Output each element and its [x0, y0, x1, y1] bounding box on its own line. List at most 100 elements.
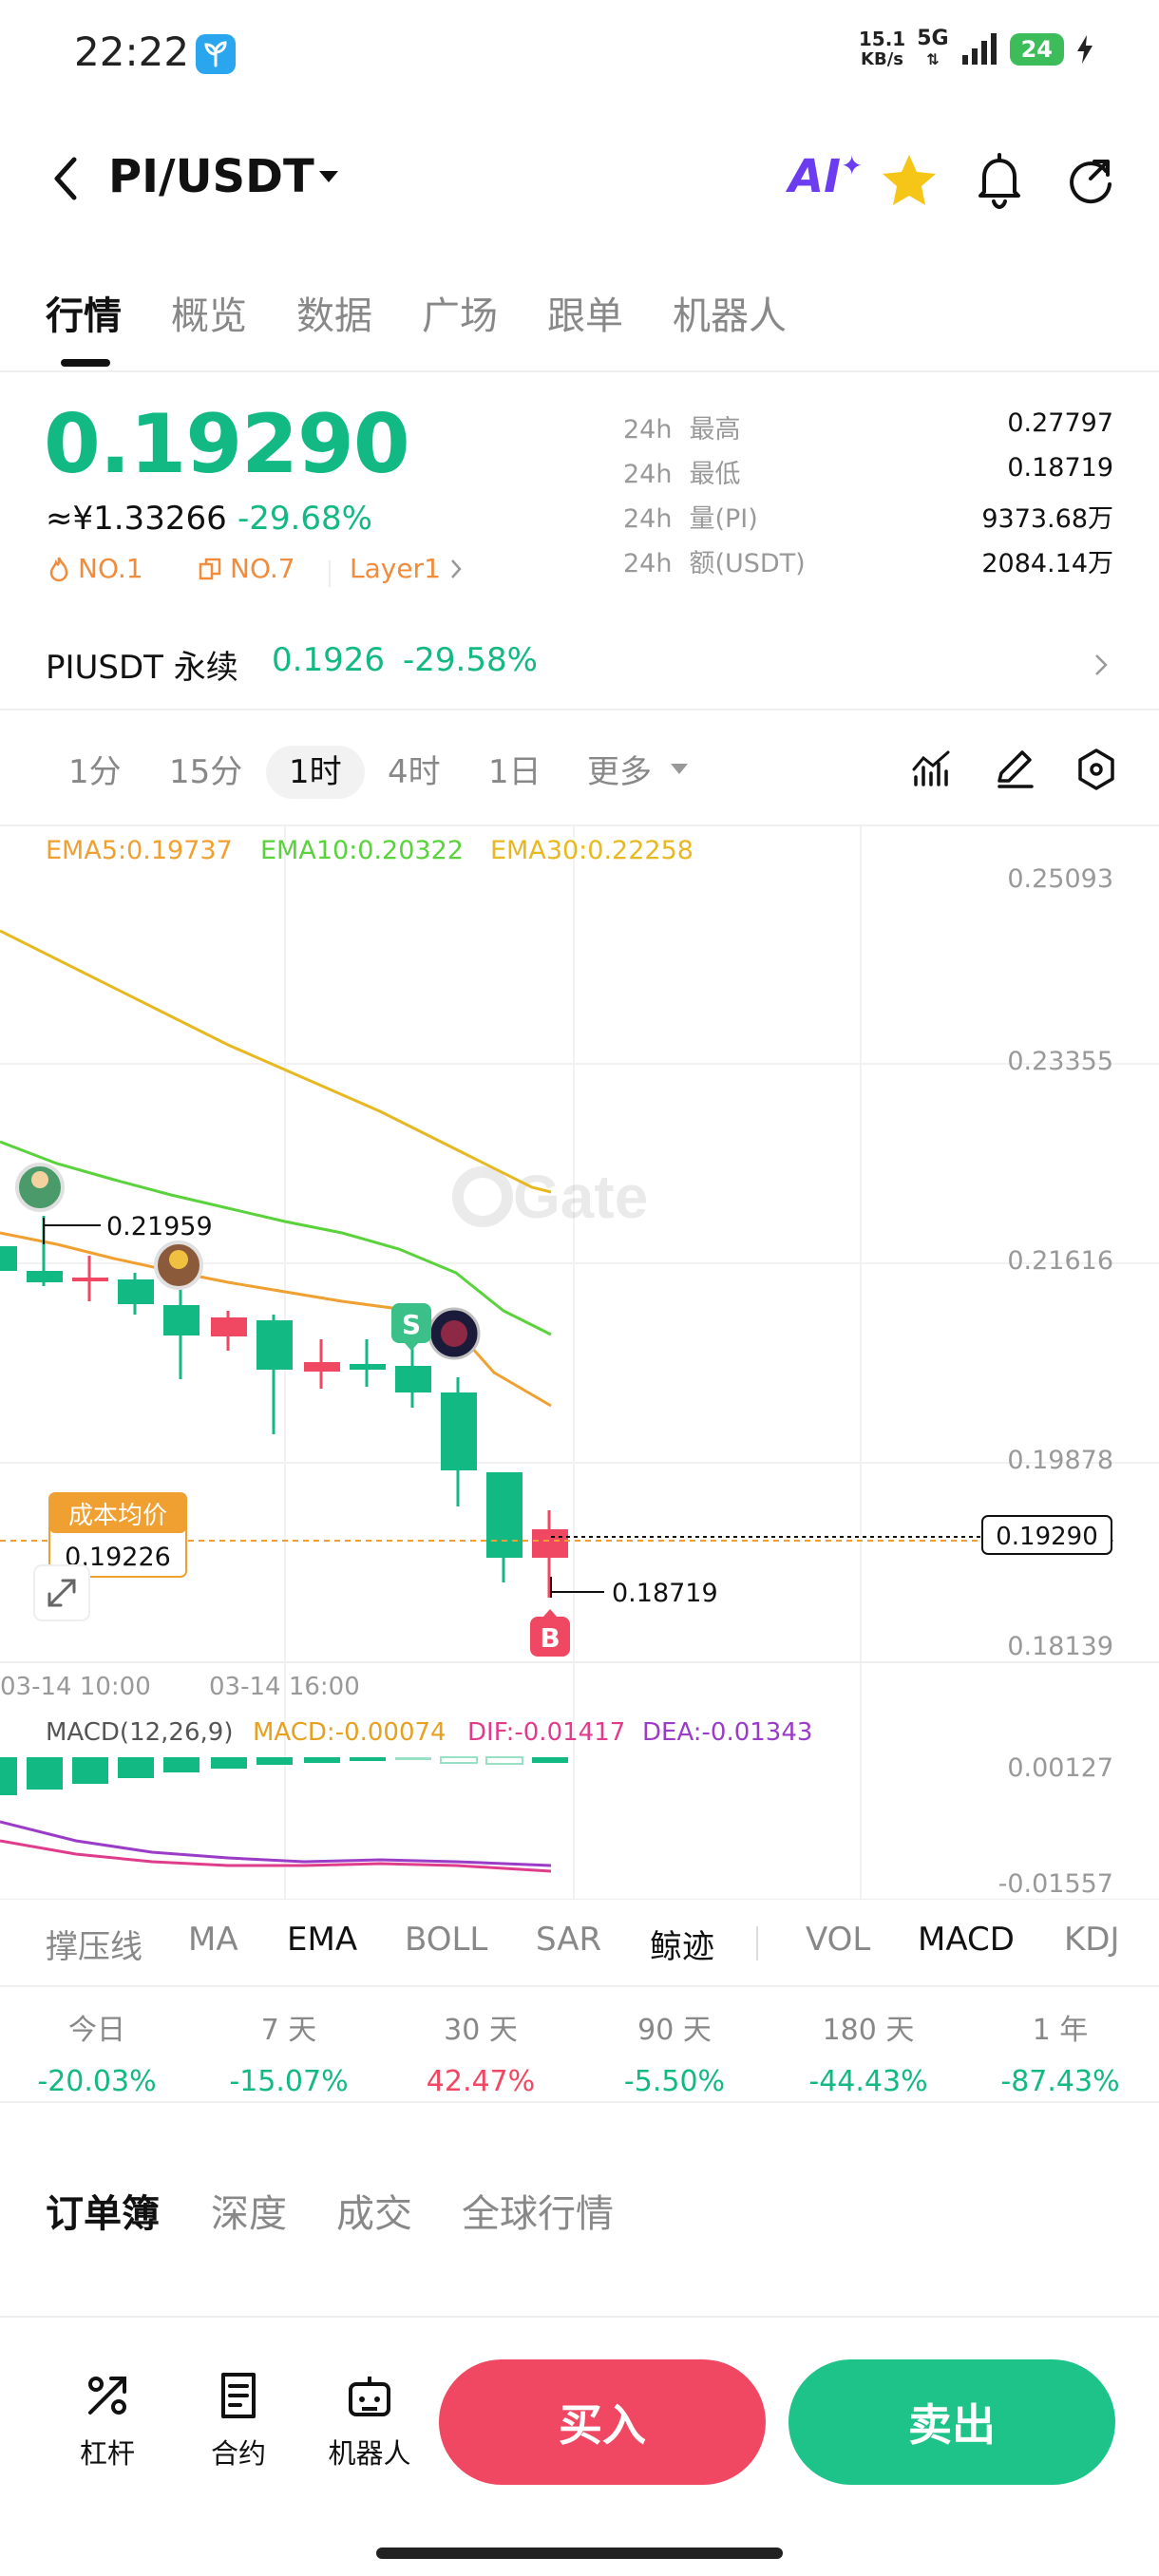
- candle: [27, 1271, 63, 1282]
- y-tick: 0.19878: [1007, 1446, 1113, 1475]
- sell-marker[interactable]: S: [391, 1303, 431, 1351]
- tab-market[interactable]: 行情: [46, 294, 122, 338]
- interval-15m[interactable]: 15分: [169, 753, 243, 791]
- indicator-ma[interactable]: MA: [188, 1921, 238, 1959]
- watermark-text: Gate: [513, 1163, 648, 1231]
- share-button[interactable]: [1062, 150, 1119, 211]
- rank-tag-hot[interactable]: NO.1: [48, 553, 143, 584]
- tab-global-market[interactable]: 全球行情: [462, 2192, 614, 2236]
- tab-data[interactable]: 数据: [296, 294, 372, 338]
- ai-label: AI: [788, 150, 842, 203]
- tab-trades[interactable]: 成交: [336, 2192, 412, 2236]
- indicator-ema[interactable]: EMA: [287, 1921, 358, 1959]
- indicator-kdj[interactable]: KDJ: [1064, 1921, 1120, 1959]
- svg-text:0.21959: 0.21959: [106, 1212, 213, 1241]
- macd-tick: 0.00127: [1007, 1753, 1113, 1783]
- cny-price: ≈¥1.33266: [46, 500, 227, 538]
- perpetual-price: 0.1926: [272, 641, 385, 679]
- perf-7d: 7 天 -15.07%: [229, 2014, 349, 2098]
- candle: [395, 1366, 431, 1392]
- macd-label: MACD(12,26,9): [46, 1718, 233, 1747]
- perf-today: 今日 -20.03%: [37, 2014, 157, 2098]
- divider: [0, 2316, 1159, 2318]
- tab-overview[interactable]: 概览: [171, 294, 247, 338]
- back-arrow-icon: [54, 157, 77, 200]
- futures-button[interactable]: 合约: [186, 2371, 291, 2472]
- candle: [72, 1278, 108, 1281]
- candlestick-chart[interactable]: Gate EMA5:0.19737 EMA10:0.20322 EMA30:0.…: [0, 826, 1159, 1900]
- bot-button[interactable]: 机器人: [317, 2371, 422, 2472]
- ema10-line: [0, 1140, 552, 1336]
- expand-icon[interactable]: [33, 1564, 90, 1621]
- chart-settings-button[interactable]: [1070, 743, 1123, 796]
- cost-average-tag[interactable]: 成本均价 0.19226: [48, 1492, 187, 1578]
- last-price: 0.19290: [44, 397, 410, 492]
- svg-text:成本均价: 成本均价: [68, 1502, 167, 1530]
- y-tick: 0.25093: [1007, 864, 1113, 894]
- candle: [163, 1305, 200, 1335]
- draw-tool-button[interactable]: [988, 743, 1041, 796]
- indicator-vol[interactable]: VOL: [806, 1921, 871, 1959]
- interval-1h[interactable]: 1时: [266, 746, 365, 799]
- stat-high-value: 0.27797: [1007, 408, 1113, 438]
- trader-avatar[interactable]: [154, 1241, 203, 1290]
- net-speed: 15.1 KB/s: [858, 28, 906, 69]
- margin-button[interactable]: 杠杆: [55, 2371, 160, 2472]
- tab-orderbook[interactable]: 订单簿: [46, 2192, 160, 2236]
- pair-selector[interactable]: PI/USDT: [108, 150, 314, 203]
- interval-4h[interactable]: 4时: [388, 753, 441, 791]
- ema30-line: [0, 929, 552, 1194]
- interval-more[interactable]: 更多: [587, 753, 652, 791]
- caret-down-icon[interactable]: [319, 171, 338, 182]
- ema5-label: EMA5:0.19737: [46, 836, 233, 865]
- svg-text:B: B: [540, 1622, 560, 1654]
- indicator-support-resistance[interactable]: 撑压线: [46, 1928, 142, 1966]
- indicator-whale[interactable]: 鲸迹: [650, 1928, 714, 1966]
- leaf-app-icon: [196, 34, 236, 74]
- indicator-macd[interactable]: MACD: [918, 1921, 1015, 1959]
- ema30-label: EMA30:0.22258: [490, 836, 694, 865]
- dea-line: [0, 1820, 552, 1867]
- tab-copy-trade[interactable]: 跟单: [547, 294, 623, 338]
- stat-low-label: 24h 最低: [623, 460, 741, 489]
- status-indicators: 15.1 KB/s 5G ⇅ 24: [859, 28, 1094, 70]
- sell-button[interactable]: 卖出: [788, 2359, 1115, 2485]
- interval-1d[interactable]: 1日: [488, 753, 542, 791]
- back-button[interactable]: [44, 150, 91, 207]
- alert-button[interactable]: [971, 150, 1028, 211]
- indicator-boll[interactable]: BOLL: [405, 1921, 488, 1959]
- tab-bot[interactable]: 机器人: [673, 294, 787, 338]
- x-tick: 03-14 16:00: [209, 1673, 360, 1701]
- exchange-avatar[interactable]: [428, 1307, 481, 1360]
- trader-avatar[interactable]: [15, 1163, 65, 1212]
- buy-button[interactable]: 买入: [439, 2359, 766, 2485]
- candle: [256, 1320, 293, 1370]
- price-change: -29.68%: [238, 500, 372, 538]
- low-marker: 0.18719: [550, 1577, 718, 1608]
- candle: [486, 1472, 522, 1558]
- dif-line: [0, 1839, 552, 1873]
- candle: [350, 1364, 386, 1370]
- chevron-right-icon: [1095, 654, 1108, 675]
- ai-button[interactable]: AI✦: [788, 150, 863, 203]
- rank-tag-sector[interactable]: NO.7: [198, 553, 295, 584]
- charging-icon: [1077, 35, 1092, 64]
- flame-icon: [49, 557, 68, 581]
- rank-tag-layer[interactable]: Layer1: [350, 553, 464, 584]
- stat-low-value: 0.18719: [1007, 453, 1113, 483]
- interval-1m[interactable]: 1分: [68, 753, 122, 791]
- favorite-button[interactable]: [879, 150, 940, 211]
- macd-value: MACD:-0.00074: [253, 1718, 446, 1747]
- candle: [532, 1529, 568, 1558]
- chevron-right-icon: [450, 559, 462, 578]
- perf-90d: 90 天 -5.50%: [623, 2014, 726, 2098]
- buy-marker[interactable]: B: [530, 1609, 570, 1657]
- divider: [329, 560, 331, 587]
- divider: [0, 1985, 1159, 1987]
- indicator-tool-button[interactable]: [906, 743, 960, 796]
- indicator-sar[interactable]: SAR: [536, 1921, 602, 1959]
- tab-square[interactable]: 广场: [422, 294, 498, 338]
- home-indicator[interactable]: [376, 2548, 783, 2559]
- tab-depth[interactable]: 深度: [211, 2192, 287, 2236]
- stat-turnover-label: 24h 额(USDT): [623, 549, 806, 578]
